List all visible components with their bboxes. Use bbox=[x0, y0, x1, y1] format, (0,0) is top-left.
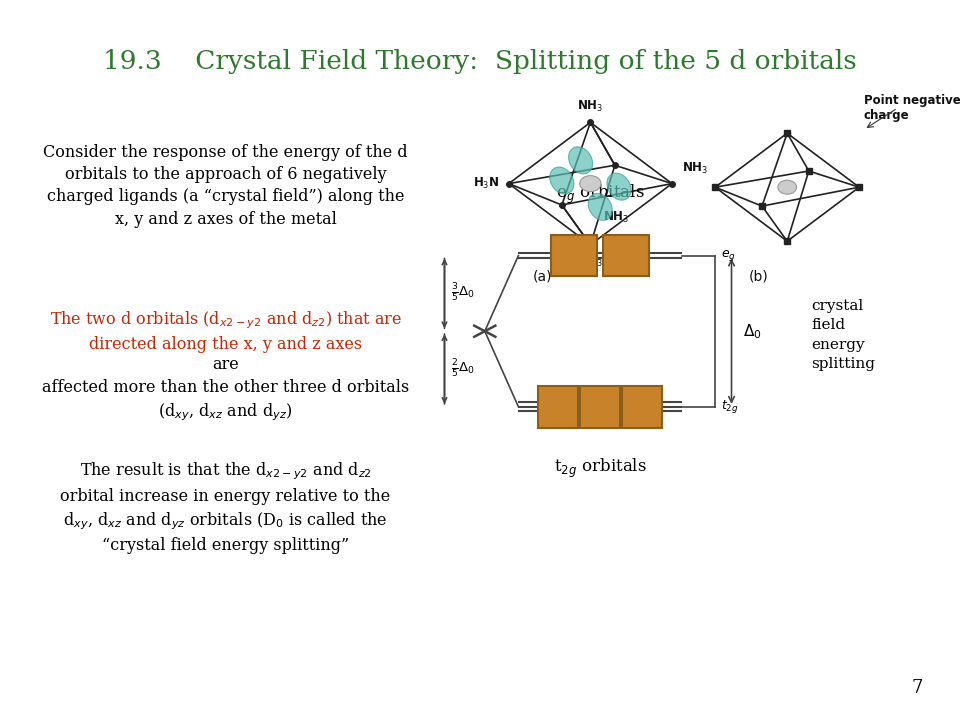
Bar bbox=[622, 386, 661, 428]
Ellipse shape bbox=[588, 194, 612, 220]
Bar bbox=[539, 386, 578, 428]
Ellipse shape bbox=[550, 167, 574, 194]
Text: (a): (a) bbox=[533, 270, 552, 284]
Text: are
affected more than the other three d orbitals
(d$_{xy}$, d$_{xz}$ and d$_{yz: are affected more than the other three d… bbox=[42, 356, 409, 423]
Text: The two d orbitals (d$_{x2-y2}$ and d$_{z2}$) that are
directed along the x, y a: The two d orbitals (d$_{x2-y2}$ and d$_{… bbox=[50, 310, 401, 354]
Text: NH$_3$: NH$_3$ bbox=[603, 210, 629, 225]
Text: NH$_3$: NH$_3$ bbox=[561, 248, 588, 264]
Ellipse shape bbox=[568, 147, 592, 174]
Bar bbox=[581, 386, 619, 428]
Text: $\frac{3}{5}\Delta_0$: $\frac{3}{5}\Delta_0$ bbox=[451, 282, 475, 305]
Text: The result is that the d$_{x2-y2}$ and d$_{z2}$
orbital increase in energy relat: The result is that the d$_{x2-y2}$ and d… bbox=[60, 461, 391, 554]
Text: H$_3$N: H$_3$N bbox=[472, 176, 499, 191]
Text: Point negative
charge: Point negative charge bbox=[864, 94, 960, 122]
Circle shape bbox=[580, 176, 601, 192]
Bar bbox=[603, 235, 649, 276]
Text: $\Delta_0$: $\Delta_0$ bbox=[743, 322, 761, 341]
Text: crystal
field
energy
splitting: crystal field energy splitting bbox=[811, 299, 876, 371]
Bar bbox=[551, 235, 597, 276]
Ellipse shape bbox=[607, 174, 631, 200]
Text: NH$_3$: NH$_3$ bbox=[577, 99, 604, 114]
Text: $t_{2g}$: $t_{2g}$ bbox=[721, 398, 738, 415]
Text: e$_g$ orbitals: e$_g$ orbitals bbox=[556, 183, 644, 206]
Text: $e_g$: $e_g$ bbox=[721, 248, 736, 263]
Text: NH$_3$: NH$_3$ bbox=[577, 253, 604, 269]
Text: t$_{2g}$ orbitals: t$_{2g}$ orbitals bbox=[554, 456, 646, 480]
Text: (b): (b) bbox=[749, 270, 768, 284]
Text: NH$_3$: NH$_3$ bbox=[682, 161, 708, 176]
Text: Consider the response of the energy of the d
orbitals to the approach of 6 negat: Consider the response of the energy of t… bbox=[43, 144, 408, 228]
Text: 19.3    Crystal Field Theory:  Splitting of the 5 d orbitals: 19.3 Crystal Field Theory: Splitting of … bbox=[103, 49, 857, 73]
Text: 7: 7 bbox=[911, 678, 923, 697]
Circle shape bbox=[778, 180, 797, 194]
Text: $\frac{2}{5}\Delta_0$: $\frac{2}{5}\Delta_0$ bbox=[451, 358, 475, 380]
